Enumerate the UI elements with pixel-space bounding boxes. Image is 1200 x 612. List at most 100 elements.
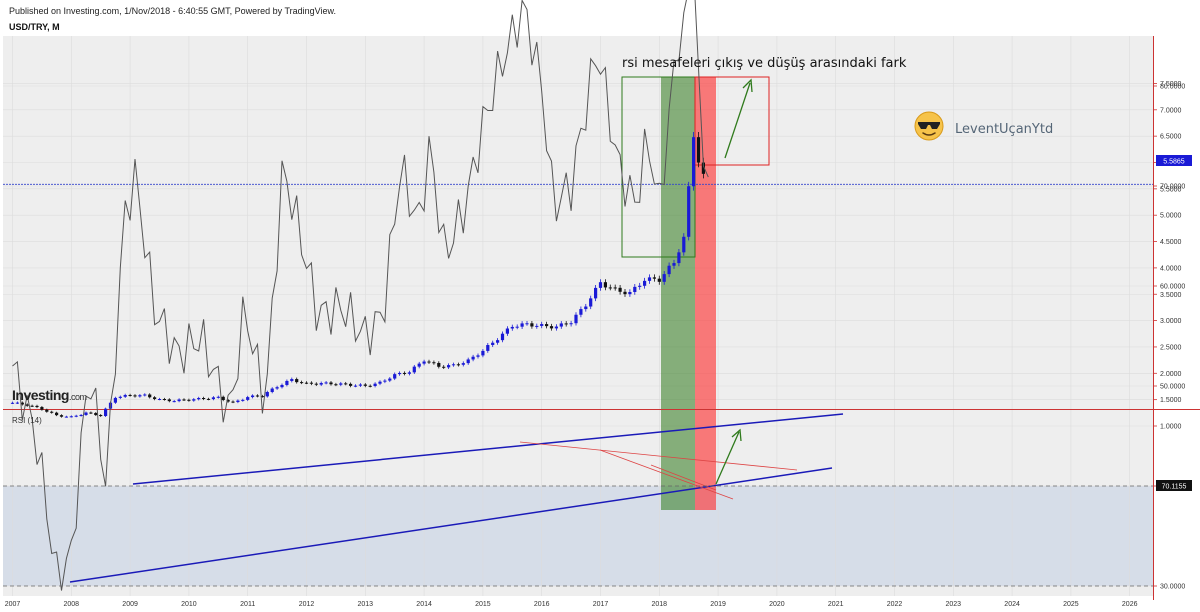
candle-body: [251, 395, 255, 398]
rsi-tick-label: 80.0000: [1160, 84, 1185, 91]
candle-body: [79, 414, 83, 416]
candle-body: [324, 382, 328, 384]
time-axis-tick: 2013: [358, 601, 374, 608]
investing-logo: Investing.com: [12, 387, 87, 403]
candle-body: [40, 407, 44, 410]
candle-body: [505, 328, 509, 334]
candle-body: [255, 395, 260, 397]
time-axis-tick: 2010: [181, 601, 197, 608]
candle-body: [148, 394, 152, 398]
candle-body: [280, 384, 284, 388]
current-rsi-marker: [1156, 480, 1192, 491]
candle-body: [118, 396, 122, 398]
author-name: LeventUçanYtd: [955, 122, 1053, 137]
candle-body: [540, 324, 544, 326]
candle-body: [525, 323, 529, 325]
candle-body: [677, 252, 681, 264]
candle-body: [138, 395, 142, 397]
candle-body: [456, 364, 460, 366]
current-price-label: 5.5865: [1163, 159, 1185, 166]
candle-body: [564, 323, 568, 325]
candle-body: [682, 236, 686, 253]
red-highlight-zone: [695, 77, 716, 510]
rsi-line: [12, 0, 709, 591]
candle-body: [672, 263, 676, 266]
rsi-tick-label: 50.0000: [1160, 384, 1185, 391]
candle-body: [652, 277, 656, 279]
candle-body: [162, 399, 166, 401]
candle-body: [476, 355, 480, 357]
candle-body: [402, 372, 407, 374]
time-axis-ticks: 2007 2008 2009 2010 2011 2012 2013 2014 2015 2016…: [5, 601, 1138, 608]
candle-body: [554, 326, 558, 329]
candle-body: [128, 394, 132, 396]
time-axis-tick: 2018: [652, 601, 668, 608]
candle-body: [339, 383, 343, 385]
time-axis-tick: 2017: [593, 601, 609, 608]
candle-body: [388, 378, 392, 381]
candle-body: [133, 395, 137, 397]
candle-body: [603, 282, 607, 288]
candle-body: [618, 287, 622, 292]
price-tick-label: 7.0000: [1160, 107, 1182, 114]
price-tick-label: 4.0000: [1160, 265, 1182, 272]
candle-body: [206, 398, 211, 400]
candlestick-series: [10, 132, 705, 418]
candle-body: [329, 382, 333, 385]
time-axis-tick: 2015: [475, 601, 491, 608]
candle-body: [113, 397, 117, 403]
time-axis-tick: 2023: [946, 601, 962, 608]
candle-body: [363, 384, 367, 386]
candle-body: [549, 326, 554, 329]
time-axis-tick: 2016: [534, 601, 550, 608]
green-highlight-zone: [661, 77, 695, 510]
candle-body: [300, 382, 304, 384]
rsi-tick-label: 30.0000: [1160, 584, 1185, 591]
candle-body: [69, 416, 73, 418]
rsi-tick-label: 70.0000: [1160, 184, 1185, 191]
price-tick-label: 3.0000: [1160, 318, 1182, 325]
candle-body: [368, 385, 372, 387]
price-tick-label: 5.5000: [1160, 186, 1182, 193]
time-axis-tick: 2022: [887, 601, 903, 608]
rsi-title: RSI (14): [12, 416, 42, 425]
candle-body: [59, 415, 64, 417]
candle-body: [236, 400, 240, 402]
candle-body: [559, 323, 563, 327]
candle-body: [304, 382, 309, 384]
candle-body: [643, 280, 647, 286]
annotation-headline: rsi mesafeleri çıkış ve düşüş arasındaki…: [622, 56, 907, 71]
candle-body: [35, 405, 39, 408]
candle-body: [172, 401, 176, 403]
candle-body: [260, 396, 264, 398]
candle-body: [412, 366, 416, 373]
rsi-arrow: [715, 431, 740, 485]
candle-body: [211, 397, 215, 400]
candle-body: [202, 398, 206, 400]
price-tick-label: 4.5000: [1160, 239, 1182, 246]
candle-body: [496, 340, 500, 343]
candle-body: [74, 415, 78, 417]
candle-body: [314, 383, 318, 385]
candle-body: [687, 186, 691, 237]
candle-body: [216, 396, 220, 398]
candle-body: [701, 162, 705, 174]
price-tick-label: 6.5000: [1160, 134, 1182, 141]
symbol-title: USD/TRY, M: [9, 22, 60, 32]
candle-body: [197, 398, 201, 400]
candle-body: [153, 397, 157, 400]
candle-body: [657, 278, 661, 282]
candle-body: [177, 399, 181, 402]
candle-body: [422, 361, 426, 364]
candle-body: [123, 394, 127, 397]
candle-body: [662, 274, 666, 282]
candle-body: [241, 399, 245, 401]
candle-body: [55, 412, 59, 416]
candle-body: [50, 411, 54, 413]
candle-body: [491, 342, 495, 346]
candle-body: [535, 325, 539, 327]
candle-body: [633, 286, 637, 292]
price-tick-label: 7.5000: [1160, 81, 1182, 88]
price-tick-label: 3.5000: [1160, 292, 1182, 299]
svg-text:Investing.com: Investing.com: [12, 387, 86, 403]
